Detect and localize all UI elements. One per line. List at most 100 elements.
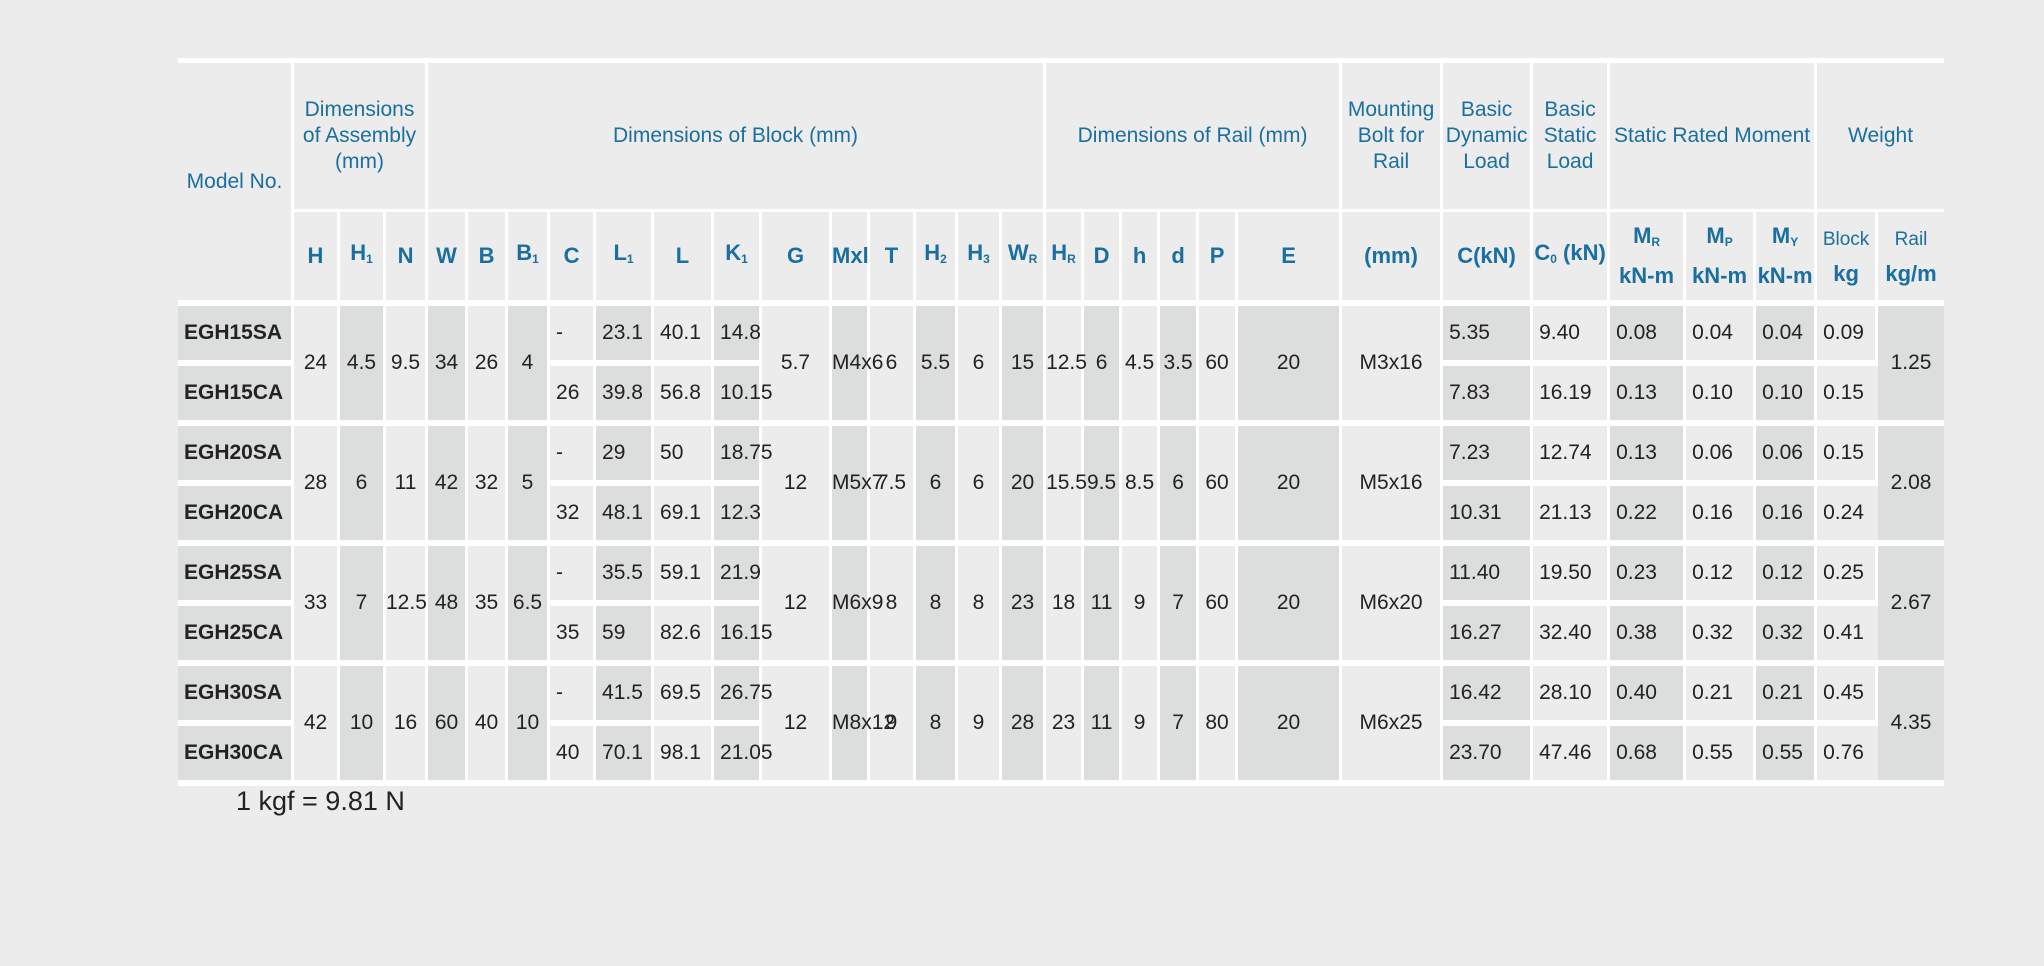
- cell-dyn: 5.35: [1443, 306, 1534, 366]
- header-stat: Basic Static Load: [1533, 58, 1611, 212]
- header-bolt: Mounting Bolt for Rail: [1342, 58, 1444, 212]
- cell-N: 9.5: [386, 306, 429, 426]
- col-block-weight: Block kg: [1817, 212, 1879, 306]
- table-row: EGH15SA 24 4.5 9.5 34 26 4-23.1 40.1 14.8 5.7 M4x6…: [178, 306, 1944, 426]
- cell-h: 9: [1122, 666, 1161, 786]
- header-moment: Static Rated Moment: [1610, 58, 1818, 212]
- cell-mp: 0.10: [1686, 366, 1757, 426]
- cell-block-weight: 0.15: [1817, 366, 1879, 426]
- cell-my: 0.16: [1756, 486, 1818, 546]
- cell-W: 60: [428, 666, 469, 786]
- cell-H1: 6: [340, 426, 386, 546]
- cell-C: 40: [550, 726, 597, 786]
- cell-dyn: 7.83: [1443, 366, 1534, 426]
- cell-stat: 32.40: [1533, 606, 1611, 666]
- cell-D: 9.5: [1084, 426, 1123, 546]
- cell-C: -: [550, 306, 597, 366]
- cell-N: 11: [386, 426, 429, 546]
- cell-block-weight: 0.45: [1817, 666, 1879, 726]
- col-H3: H3: [958, 212, 1003, 306]
- cell-my: 0.04: [1756, 306, 1818, 366]
- cell-P: 80: [1199, 666, 1239, 786]
- cell-WR: 23: [1002, 546, 1047, 666]
- cell-L1: 70.1: [596, 726, 655, 786]
- cell-L: 50: [654, 426, 715, 486]
- cell-bolt: M3x16: [1342, 306, 1444, 426]
- cell-my: 0.21: [1756, 666, 1818, 726]
- cell-d: 6: [1160, 426, 1200, 546]
- cell-L: 56.8: [654, 366, 715, 426]
- col-HR: HR: [1046, 212, 1085, 306]
- cell-H1: 4.5: [340, 306, 386, 426]
- cell-E: 20: [1238, 666, 1343, 786]
- cell-P: 60: [1199, 306, 1239, 426]
- cell-L: 82.6: [654, 606, 715, 666]
- cell-G: 12: [762, 426, 833, 546]
- cell-G: 12: [762, 666, 833, 786]
- cell-bolt: M6x25: [1342, 666, 1444, 786]
- col-MP: MP kN-m: [1686, 212, 1757, 306]
- cell-H3: 6: [958, 426, 1003, 546]
- cell-H2: 6: [916, 426, 959, 546]
- col-N: N: [386, 212, 429, 306]
- cell-stat: 28.10: [1533, 666, 1611, 726]
- cell-K1: 16.15: [714, 606, 773, 666]
- cell-B1: 4: [508, 306, 551, 426]
- cell-L1: 41.5: [596, 666, 655, 726]
- cell-mr: 0.38: [1610, 606, 1687, 666]
- cell-mp: 0.04: [1686, 306, 1757, 366]
- cell-block-weight: 0.41: [1817, 606, 1879, 666]
- cell-mp: 0.32: [1686, 606, 1757, 666]
- cell-WR: 28: [1002, 666, 1047, 786]
- col-T: T: [870, 212, 917, 306]
- cell-L1: 59: [596, 606, 655, 666]
- col-C: C: [550, 212, 597, 306]
- cell-B1: 5: [508, 426, 551, 546]
- cell-L: 98.1: [654, 726, 715, 786]
- col-h: h: [1122, 212, 1161, 306]
- col-D: D: [1084, 212, 1123, 306]
- cell-my: 0.55: [1756, 726, 1818, 786]
- cell-dyn: 11.40: [1443, 546, 1534, 606]
- cell-D: 6: [1084, 306, 1123, 426]
- col-bolt-mm: (mm): [1342, 212, 1444, 306]
- cell-C: 35: [550, 606, 597, 666]
- cell-WR: 15: [1002, 306, 1047, 426]
- model-cell: EGH25SA: [178, 546, 294, 606]
- cell-K1: 14.8: [714, 306, 763, 366]
- col-MY: MY kN-m: [1756, 212, 1818, 306]
- cell-block-weight: 0.76: [1817, 726, 1879, 786]
- cell-W: 48: [428, 546, 469, 666]
- cell-L: 69.1: [654, 486, 715, 546]
- col-H2: H2: [916, 212, 959, 306]
- cell-P: 60: [1199, 546, 1239, 666]
- table-row: EGH20CA 32 48.1 69.1 12.3 10.31 21.13 0.22 0.16 0…: [178, 486, 1944, 546]
- cell-H2: 8: [916, 666, 959, 786]
- cell-Mxl: M6x9: [832, 546, 883, 666]
- cell-L: 69.5: [654, 666, 715, 726]
- cell-my: 0.06: [1756, 426, 1818, 486]
- cell-W: 34: [428, 306, 469, 426]
- cell-stat: 9.40: [1533, 306, 1611, 366]
- cell-N: 12.5: [386, 546, 429, 666]
- cell-mp: 0.55: [1686, 726, 1757, 786]
- cell-H3: 9: [958, 666, 1003, 786]
- cell-D: 11: [1084, 546, 1123, 666]
- cell-Mxl: M8x12: [832, 666, 895, 786]
- cell-dyn: 23.70: [1443, 726, 1534, 786]
- col-B: B: [468, 212, 509, 306]
- cell-stat: 19.50: [1533, 546, 1611, 606]
- cell-L: 59.1: [654, 546, 715, 606]
- cell-dyn: 10.31: [1443, 486, 1534, 546]
- cell-C: -: [550, 426, 597, 486]
- cell-G: 5.7: [762, 306, 833, 426]
- cell-rail-weight: 2.67: [1878, 546, 1944, 666]
- cell-stat: 21.13: [1533, 486, 1611, 546]
- header-model: Model No.: [178, 58, 294, 306]
- header-block: Dimensions of Block (mm): [428, 58, 1047, 212]
- cell-B: 32: [468, 426, 509, 546]
- cell-C: 26: [550, 366, 597, 426]
- cell-HR: 18: [1046, 546, 1085, 666]
- model-cell: EGH30CA: [178, 726, 294, 786]
- cell-E: 20: [1238, 306, 1343, 426]
